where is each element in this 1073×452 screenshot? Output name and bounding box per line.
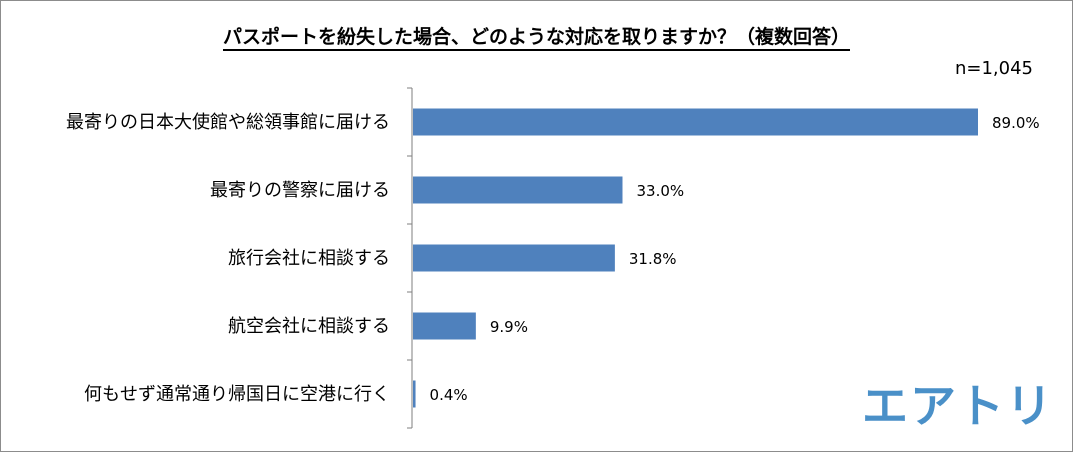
brand-logo: エアトリ	[862, 379, 1054, 433]
bar-5	[413, 380, 416, 408]
bar-2	[413, 176, 623, 204]
value-label-1: 89.0%	[992, 114, 1040, 132]
category-label-4: 航空会社に相談する	[228, 316, 390, 337]
value-label-5: 0.4%	[430, 386, 468, 404]
category-label-3: 旅行会社に相談する	[228, 248, 390, 269]
chart-title: パスポートを紛失した場合、どのような対応を取りますか？（複数回答）	[0, 22, 1073, 51]
bar-3	[413, 244, 615, 272]
value-label-4: 9.9%	[490, 318, 528, 336]
category-label-1: 最寄りの日本大使館や総領事館に届ける	[66, 112, 390, 133]
sample-size: n=1,045	[954, 58, 1033, 79]
bar-1	[413, 108, 978, 136]
category-label-5: 何もせず通常通り帰国日に空港に行く	[84, 384, 390, 405]
value-label-2: 33.0%	[636, 182, 684, 200]
value-label-3: 31.8%	[629, 250, 677, 268]
bar-4	[413, 312, 476, 340]
category-label-2: 最寄りの警察に届ける	[210, 180, 390, 201]
chart-title-text: パスポートを紛失した場合、どのような対応を取りますか？（複数回答）	[222, 26, 850, 51]
